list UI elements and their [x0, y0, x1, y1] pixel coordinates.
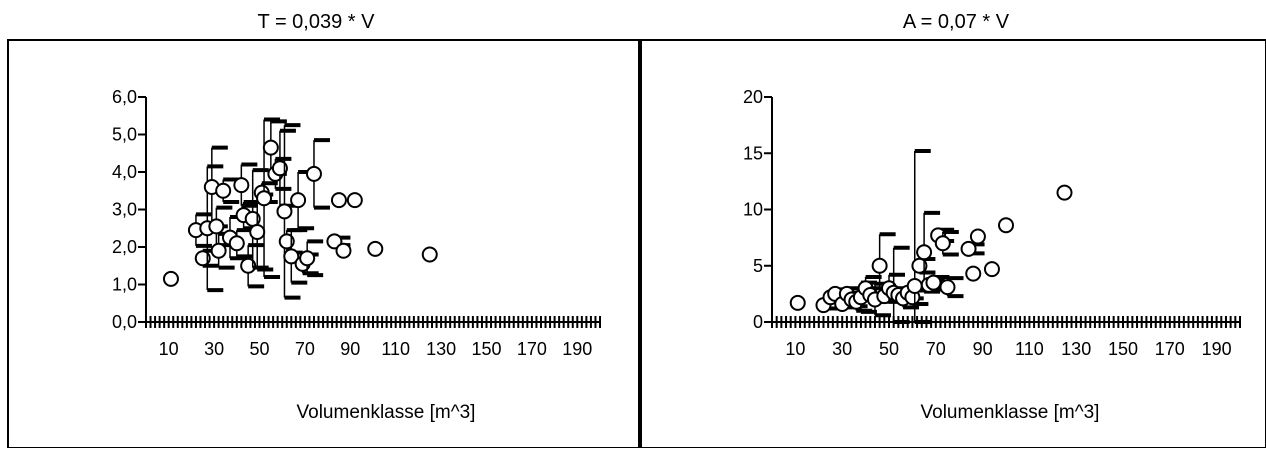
data-point — [256, 190, 273, 207]
data-point — [276, 203, 293, 220]
data-point — [939, 279, 956, 296]
data-point — [906, 278, 923, 294]
x-tick-label: 170 — [1155, 339, 1185, 359]
y-tick-label: 0,0 — [112, 312, 137, 332]
data-point — [335, 242, 352, 259]
y-tick-label: 10 — [743, 200, 763, 220]
data-point — [233, 177, 250, 194]
chart-title-right: A = 0,07 * V — [903, 11, 1010, 33]
data-point — [871, 257, 888, 274]
data-point — [249, 224, 266, 240]
x-axis-label-left: Volumenklasse [m^3] — [297, 402, 476, 423]
data-point — [346, 192, 363, 209]
x-tick-label: 90 — [973, 339, 993, 359]
data-point — [262, 139, 279, 156]
x-tick-label: 130 — [426, 339, 456, 359]
y-tick-label: 20 — [743, 87, 763, 107]
data-point — [998, 217, 1014, 234]
y-tick-label: 0 — [753, 312, 763, 332]
data-point — [916, 244, 933, 261]
data-point — [305, 165, 322, 182]
data-point — [965, 265, 982, 282]
data-point — [271, 160, 288, 177]
data-point — [983, 261, 1000, 278]
x-tick-label: 10 — [785, 339, 805, 359]
y-tick-label: 15 — [743, 143, 763, 163]
data-point — [911, 257, 928, 274]
data-point — [960, 240, 977, 257]
data-point — [421, 246, 438, 263]
x-tick-label: 70 — [295, 339, 315, 359]
chart-marks-right: 10 30 50 70 90 110 130 150 170 190 0 5 10 15 20 — [743, 87, 1241, 359]
chart-panel-right: A = 0,07 * V Volumenklasse [m^3] 10 30 50 7… — [639, 11, 1266, 449]
x-tick-label: 110 — [381, 339, 410, 359]
y-tick-label: 2,0 — [112, 237, 137, 257]
y-tick-label: 5 — [753, 256, 763, 276]
data-point — [210, 242, 227, 259]
x-tick-label: 70 — [926, 339, 946, 359]
x-tick-label: 150 — [1108, 339, 1138, 359]
x-tick-label: 190 — [1202, 339, 1232, 359]
chart-title-left: T = 0,039 * V — [258, 11, 376, 33]
x-axis-label-right: Volumenklasse [m^3] — [921, 402, 1100, 423]
x-tick-label: 30 — [204, 339, 224, 359]
chart-marks-left: 10 30 50 70 90 110 130 150 170 190 0,0 1,0 2,0 3,0 4,0… — [112, 87, 601, 359]
x-tick-label: 170 — [517, 339, 547, 359]
data-point — [278, 233, 295, 250]
x-tick-label: 150 — [471, 339, 501, 359]
x-tick-label: 110 — [1015, 339, 1044, 359]
data-point — [228, 235, 245, 252]
data-point — [367, 240, 384, 257]
data-point — [789, 294, 806, 311]
x-tick-label: 130 — [1061, 339, 1091, 359]
data-point — [215, 182, 232, 199]
y-tick-label: 4,0 — [112, 162, 137, 182]
y-tick-label: 3,0 — [112, 200, 137, 220]
x-tick-label: 190 — [562, 339, 592, 359]
data-point — [969, 228, 986, 245]
data-point — [283, 248, 300, 265]
data-point — [326, 233, 343, 250]
data-point — [330, 192, 347, 209]
y-tick-label: 5,0 — [112, 125, 137, 145]
x-tick-label: 10 — [159, 339, 179, 359]
y-tick-label: 6,0 — [112, 87, 137, 107]
x-tick-label: 50 — [249, 339, 269, 359]
data-point — [208, 218, 225, 235]
data-point — [925, 274, 942, 291]
chart-frame-right — [639, 39, 1266, 449]
data-point — [290, 192, 307, 209]
chart-frame-left — [7, 39, 641, 449]
x-tick-label: 50 — [879, 339, 899, 359]
data-point — [934, 235, 951, 252]
data-point — [162, 270, 179, 287]
data-point — [194, 250, 211, 267]
data-point — [1056, 184, 1073, 201]
chart-panel-left: T = 0,039 * V Volumenklasse [m^3] 10 30 50… — [7, 11, 641, 449]
x-tick-label: 90 — [340, 339, 360, 359]
data-point — [299, 250, 316, 267]
x-tick-label: 30 — [832, 339, 852, 359]
y-tick-label: 1,0 — [112, 275, 137, 295]
